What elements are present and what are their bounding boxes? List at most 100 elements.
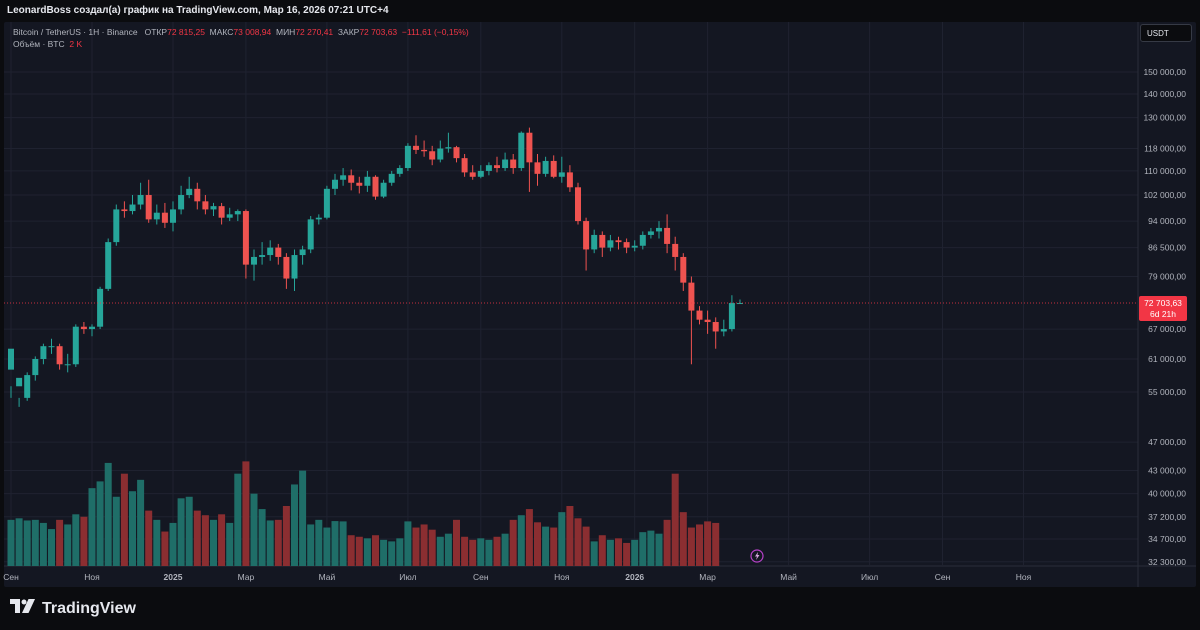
volume-bar bbox=[372, 535, 379, 566]
candle-body bbox=[299, 249, 306, 256]
candle-body bbox=[121, 209, 128, 212]
volume-bar bbox=[145, 510, 153, 566]
candle-body bbox=[251, 256, 257, 265]
volume-bar bbox=[590, 541, 598, 566]
volume-bar bbox=[428, 529, 436, 566]
volume-bar bbox=[177, 498, 185, 566]
candle-body bbox=[485, 165, 492, 171]
volume-bar bbox=[388, 541, 396, 566]
candle-body bbox=[32, 359, 39, 376]
volume-bar bbox=[404, 521, 412, 566]
candle-body bbox=[275, 247, 282, 257]
volume-bar bbox=[444, 533, 452, 566]
x-tick-label: 2026 bbox=[625, 572, 644, 582]
volume-bar bbox=[266, 520, 274, 566]
volume-legend: Объём · BTC 2 K bbox=[13, 39, 82, 49]
volume-bar bbox=[517, 515, 525, 566]
volume-bar bbox=[339, 521, 347, 566]
candle-body bbox=[48, 346, 55, 348]
volume-bar bbox=[218, 514, 226, 566]
low-value: 72 270,41 bbox=[295, 27, 334, 37]
volume-bar bbox=[234, 473, 242, 566]
x-tick-label: Мар bbox=[238, 572, 255, 582]
currency-button[interactable]: USDT bbox=[1140, 24, 1192, 42]
candle-body bbox=[202, 201, 209, 210]
x-tick-label: Мар bbox=[699, 572, 716, 582]
header-bar: LeonardBoss создал(а) график на TradingV… bbox=[0, 0, 1200, 22]
volume-bar bbox=[153, 519, 161, 566]
open-label: ОТКР bbox=[144, 27, 168, 37]
volume-bar bbox=[574, 518, 582, 566]
volume-bar bbox=[64, 524, 72, 566]
volume-bar bbox=[704, 521, 712, 566]
volume-label[interactable]: Объём · BTC bbox=[13, 39, 65, 49]
candle-body bbox=[656, 227, 662, 232]
candle-body bbox=[696, 310, 703, 320]
candle-body bbox=[388, 173, 395, 183]
volume-bar bbox=[412, 527, 420, 566]
volume-bar bbox=[582, 526, 590, 566]
x-tick-label: Ноя bbox=[84, 572, 100, 582]
volume-bar bbox=[282, 506, 290, 566]
candle-body bbox=[80, 326, 87, 330]
candle-body bbox=[105, 242, 112, 289]
candle-body bbox=[672, 243, 679, 257]
y-tick-label: 94 000,00 bbox=[1148, 216, 1186, 226]
volume-bar bbox=[23, 520, 31, 566]
candle-body bbox=[607, 240, 614, 248]
header-title: LeonardBoss создал(а) график на TradingV… bbox=[7, 5, 389, 16]
volume-bar bbox=[291, 484, 298, 566]
candle-body bbox=[469, 172, 476, 177]
candle-body bbox=[647, 231, 654, 235]
candle-body bbox=[631, 245, 638, 248]
x-tick-label: Май bbox=[319, 572, 336, 582]
candle-body bbox=[226, 214, 233, 218]
candle-body bbox=[16, 377, 23, 387]
volume-bar bbox=[193, 510, 201, 566]
volume-bar bbox=[137, 479, 145, 566]
symbol-name[interactable]: Bitcoin / TetherUS · 1Н · Binance bbox=[13, 27, 138, 37]
x-tick-label: Сен bbox=[3, 572, 19, 582]
volume-bar bbox=[56, 519, 64, 566]
volume-bar bbox=[31, 519, 39, 566]
volume-bar bbox=[380, 539, 388, 566]
low-label: МИН bbox=[275, 27, 296, 37]
volume-bar bbox=[493, 536, 501, 566]
volume-bar bbox=[623, 542, 631, 566]
candle-body bbox=[737, 303, 743, 305]
candle-body bbox=[599, 234, 606, 248]
candle-body bbox=[372, 176, 379, 197]
candle-body bbox=[502, 159, 509, 169]
candle-body bbox=[97, 288, 104, 327]
candle-body bbox=[307, 219, 314, 250]
volume-bar bbox=[7, 519, 15, 566]
candle-body bbox=[550, 160, 557, 177]
candle-body bbox=[348, 175, 355, 183]
y-tick-label: 150 000,00 bbox=[1143, 67, 1186, 77]
y-tick-label: 86 500,00 bbox=[1148, 243, 1186, 253]
candle-body bbox=[356, 182, 363, 186]
chart-panel[interactable] bbox=[4, 22, 1196, 587]
volume-bar bbox=[606, 539, 614, 566]
volume-bar bbox=[461, 536, 469, 566]
candle-body bbox=[615, 240, 622, 243]
volume-bar bbox=[534, 522, 541, 566]
candle-body bbox=[575, 187, 581, 222]
volume-bar bbox=[201, 515, 209, 566]
candle-body bbox=[712, 322, 719, 332]
volume-bar bbox=[477, 538, 485, 566]
volume-bar bbox=[550, 527, 558, 566]
candle-body bbox=[24, 375, 31, 398]
volume-bar bbox=[355, 536, 363, 566]
volume-bar bbox=[542, 526, 550, 566]
volume-bar bbox=[242, 461, 250, 566]
candle-body bbox=[364, 176, 371, 186]
y-tick-label: 40 000,00 bbox=[1148, 489, 1186, 499]
last-price-tag bbox=[1139, 296, 1187, 322]
brand-name: TradingView bbox=[42, 599, 136, 617]
volume-bar bbox=[15, 518, 23, 566]
x-tick-label: Ноя bbox=[554, 572, 570, 582]
volume-bar bbox=[712, 522, 720, 566]
volume-bar bbox=[48, 529, 55, 566]
